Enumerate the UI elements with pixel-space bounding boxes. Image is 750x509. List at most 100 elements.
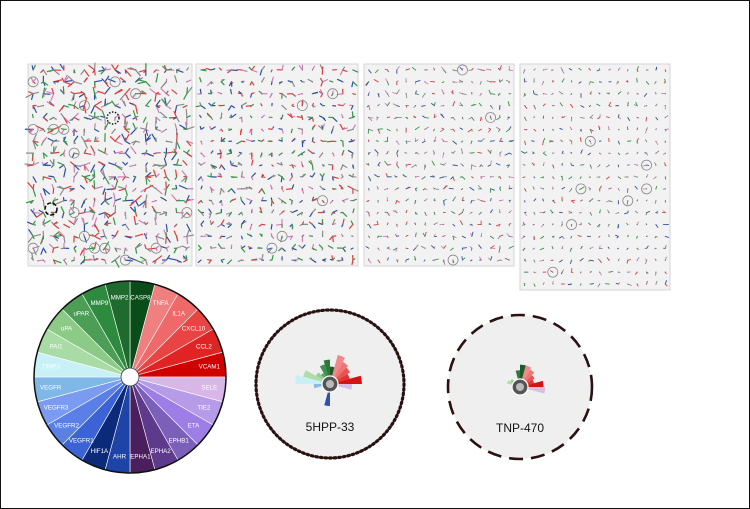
mini-glyph-center (281, 152, 283, 154)
mini-glyph-spoke (405, 68, 411, 71)
mini-glyph-spoke (152, 259, 157, 263)
mini-glyph-center (63, 104, 65, 107)
mini-glyph-center (104, 223, 106, 226)
mini-glyph-center (42, 164, 44, 166)
compound-glyph-5hpp33[interactable]: 5HPP-33 (254, 308, 406, 460)
mini-glyph-spoke (138, 79, 147, 83)
mini-glyph-center (552, 81, 554, 83)
mini-glyph-center (291, 81, 293, 83)
mini-glyph-center (645, 176, 648, 178)
mini-glyph-center (352, 104, 354, 107)
mini-glyph-spoke (396, 140, 400, 145)
mini-glyph-spoke (31, 65, 34, 71)
mini-glyph-center (396, 211, 398, 214)
mini-glyph-center (636, 247, 638, 249)
glyph-panel-2[interactable] (195, 63, 359, 267)
mini-glyph-spoke (261, 77, 265, 83)
mini-glyph-center (664, 212, 666, 214)
mini-glyph-center (251, 259, 253, 261)
mini-glyph-center (443, 69, 445, 71)
mini-glyph-spoke (281, 93, 287, 98)
mini-glyph-center (414, 164, 417, 166)
mini-glyph-spoke (132, 93, 137, 99)
mini-glyph-center (165, 211, 167, 214)
mini-glyph-center (63, 259, 65, 261)
mini-glyph-center (53, 116, 55, 119)
compound-glyph-tnp470[interactable]: TNP-470 (446, 313, 594, 461)
mini-glyph-spoke (261, 188, 266, 195)
mini-glyph-center (114, 176, 116, 178)
glyph-panel-3[interactable] (363, 63, 515, 267)
mini-glyph-spoke (311, 197, 318, 202)
mini-glyph-center (627, 69, 629, 71)
mini-glyph-center (291, 176, 293, 178)
mini-glyph-center (176, 69, 178, 71)
mini-glyph-center (542, 93, 545, 95)
glyph-panel-4[interactable] (519, 63, 671, 291)
mini-glyph-center (414, 200, 417, 202)
mini-glyph-center (83, 116, 85, 119)
mini-glyph-spoke (249, 223, 253, 231)
mini-glyph-center (321, 164, 324, 166)
mini-glyph-spoke (229, 148, 233, 154)
mini-glyph-spoke (443, 259, 446, 265)
mini-glyph-center (443, 235, 445, 237)
mini-glyph-spoke (124, 87, 131, 95)
mini-glyph-spoke (83, 152, 92, 155)
mini-glyph-center (124, 176, 126, 178)
mini-glyph-center (368, 69, 370, 71)
mini-glyph-spoke (94, 79, 103, 83)
mini-glyph-center (452, 211, 454, 214)
mini-glyph-center (471, 223, 473, 226)
mini-glyph-center (542, 212, 545, 214)
mini-glyph-center (508, 152, 510, 154)
mini-glyph-center (617, 188, 620, 190)
mini-glyph-spoke (248, 66, 253, 71)
mini-glyph-center (368, 259, 370, 261)
mini-glyph-spoke (124, 69, 132, 77)
mini-glyph-spoke (461, 93, 467, 96)
mini-glyph-spoke (56, 186, 65, 190)
mini-glyph-center (124, 81, 126, 83)
mini-glyph-center (32, 152, 34, 154)
mini-glyph-center (251, 104, 253, 107)
mini-glyph-center (73, 200, 75, 202)
mini-glyph-center (533, 116, 535, 119)
mini-glyph-center (42, 69, 44, 71)
mini-glyph-center (186, 235, 188, 237)
mini-glyph-center (155, 211, 157, 214)
mini-glyph-spoke (561, 78, 565, 83)
mini-glyph-spoke (27, 182, 34, 190)
mini-glyph-spoke (73, 101, 77, 107)
mini-glyph-center (104, 164, 106, 166)
mini-glyph-center (240, 223, 243, 226)
mini-glyph-center (570, 247, 573, 249)
mini-glyph-center (471, 188, 473, 190)
mini-glyph-center (311, 247, 314, 249)
mini-glyph-center (94, 188, 96, 190)
mini-glyph-center (83, 176, 85, 178)
selected-glyph-ring (547, 266, 559, 278)
mini-glyph-spoke (245, 104, 253, 107)
mini-glyph-spoke (123, 100, 126, 107)
mini-glyph-center (580, 93, 582, 95)
mini-glyph-spoke (240, 200, 246, 205)
mini-glyph-center (261, 223, 263, 226)
glyph-panel-1[interactable] (24, 62, 195, 268)
mini-glyph-spoke (73, 152, 80, 155)
mini-glyph-center (210, 116, 212, 119)
mini-glyph-center (186, 152, 188, 154)
mini-glyph-center (342, 247, 344, 249)
mini-glyph-center (114, 128, 116, 130)
mini-glyph-spoke (251, 65, 255, 71)
petal-timp3 (295, 374, 330, 384)
mini-glyph-center (664, 188, 666, 190)
mini-glyph-spoke (98, 211, 106, 216)
mini-glyph-spoke (94, 123, 96, 130)
mini-glyph-center (165, 152, 167, 154)
mini-glyph-spoke (275, 223, 283, 226)
mini-glyph-center (599, 283, 601, 285)
mini-glyph-center (405, 188, 407, 190)
mini-glyph-spoke (114, 151, 123, 154)
mini-glyph-center (414, 152, 417, 154)
